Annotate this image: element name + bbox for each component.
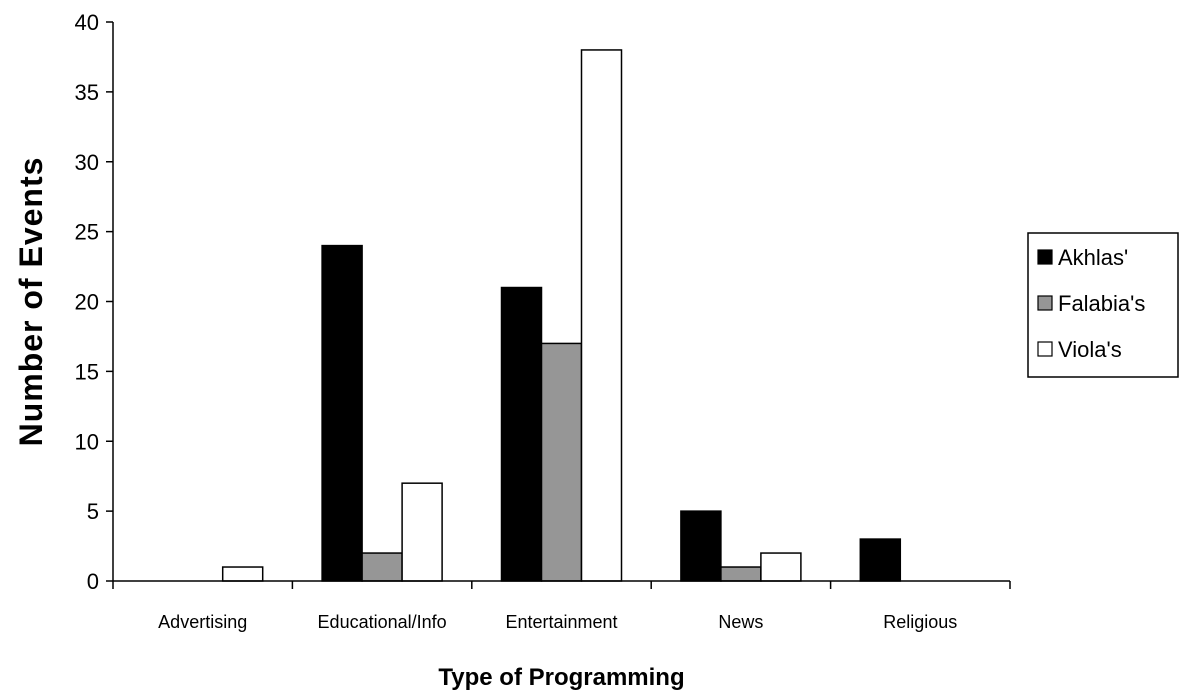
bar (321, 244, 363, 582)
y-tick-label: 15 (75, 359, 99, 384)
legend: Akhlas' Falabia's Viola's (1027, 232, 1179, 378)
y-tick-label: 40 (75, 10, 99, 35)
y-tick-label: 10 (75, 429, 99, 454)
bars-layer (221, 49, 902, 582)
bar (580, 49, 623, 582)
legend-swatch (1037, 295, 1053, 311)
legend-label: Akhlas' (1058, 245, 1128, 270)
legend-swatch (1037, 249, 1053, 265)
y-ticks: 0 5 10 15 20 25 30 35 40 (75, 10, 113, 594)
x-categories: Advertising Educational/Info Entertainment… (112, 581, 1011, 632)
legend-label: Viola's (1058, 337, 1122, 362)
legend-swatch (1037, 341, 1053, 357)
x-category-label: Entertainment (505, 612, 617, 632)
bar (859, 538, 902, 582)
y-tick-label: 5 (87, 499, 99, 524)
y-tick-label: 30 (75, 150, 99, 175)
bar (720, 566, 762, 582)
x-category-label: Advertising (158, 612, 247, 632)
x-category-label: News (718, 612, 763, 632)
y-tick-label: 0 (87, 569, 99, 594)
bar (361, 552, 403, 582)
legend-box (1027, 232, 1179, 378)
y-axis-title: Number of Events (13, 157, 49, 447)
bar (221, 566, 264, 582)
bar (540, 342, 583, 582)
x-category-label: Educational/Info (318, 612, 447, 632)
y-tick-label: 20 (75, 290, 99, 315)
x-category-label: Religious (883, 612, 957, 632)
bar (401, 482, 443, 582)
bar (500, 286, 543, 582)
bar (760, 552, 802, 582)
y-tick-label: 35 (75, 80, 99, 105)
legend-label: Falabia's (1058, 291, 1145, 316)
x-axis-title: Type of Programming (438, 664, 684, 691)
bar (680, 510, 722, 582)
y-tick-label: 25 (75, 220, 99, 245)
